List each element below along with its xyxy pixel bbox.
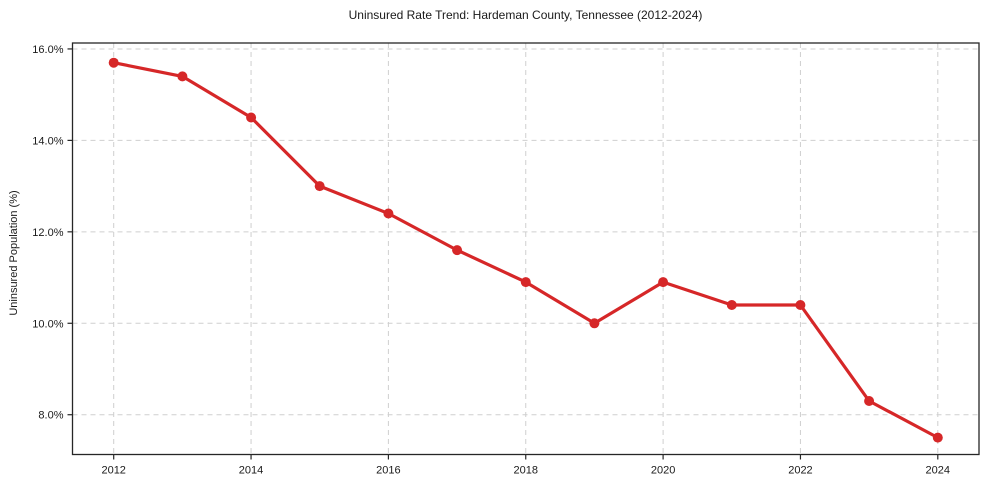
data-point-2014 [246, 112, 257, 123]
x-tick-label: 2018 [514, 465, 538, 477]
x-tick-label: 2022 [788, 465, 812, 477]
data-point-2018 [520, 277, 531, 288]
data-point-2020 [658, 277, 669, 288]
data-point-2019 [589, 318, 600, 329]
data-point-2017 [452, 245, 463, 256]
data-point-2024 [932, 432, 943, 443]
data-point-2016 [383, 208, 394, 219]
data-point-2013 [177, 71, 188, 82]
data-point-2021 [726, 300, 737, 310]
x-tick-label: 2014 [239, 465, 263, 477]
data-point-2015 [314, 181, 325, 192]
x-tick-label: 2020 [651, 465, 675, 477]
data-point-2023 [864, 396, 875, 406]
y-axis-label-text: Uninsured Population (%) [8, 190, 20, 316]
x-tick-label: 2016 [376, 465, 400, 477]
y-tick-label: 8.0% [38, 410, 63, 422]
y-tick-label: 16.0% [32, 44, 63, 56]
x-tick-label: 2024 [926, 465, 950, 477]
y-tick-label: 14.0% [32, 135, 63, 147]
data-point-2012 [108, 57, 119, 68]
x-tick-label: 2012 [101, 465, 125, 477]
chart-title: Uninsured Rate Trend: Hardeman County, T… [348, 8, 703, 22]
y-tick-label: 10.0% [32, 318, 63, 330]
data-point-2022 [795, 300, 806, 310]
y-tick-label: 12.0% [32, 227, 63, 239]
axis-spines [71, 42, 980, 456]
